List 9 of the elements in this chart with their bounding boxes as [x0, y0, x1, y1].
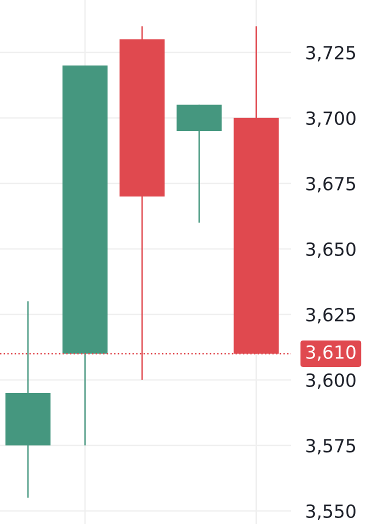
- ref-line-label: 3,610: [306, 345, 356, 361]
- y-tick-label: 3,600: [306, 373, 356, 389]
- y-tick-label: 3,725: [306, 46, 356, 62]
- y-tick-label: 3,650: [306, 242, 356, 258]
- y-tick-label: 3,700: [306, 111, 356, 127]
- y-tick-label: 3,675: [306, 176, 356, 192]
- y-tick-label: 3,550: [306, 504, 356, 520]
- y-tick-label: 3,575: [306, 438, 356, 454]
- y-tick-label: 3,625: [306, 308, 356, 324]
